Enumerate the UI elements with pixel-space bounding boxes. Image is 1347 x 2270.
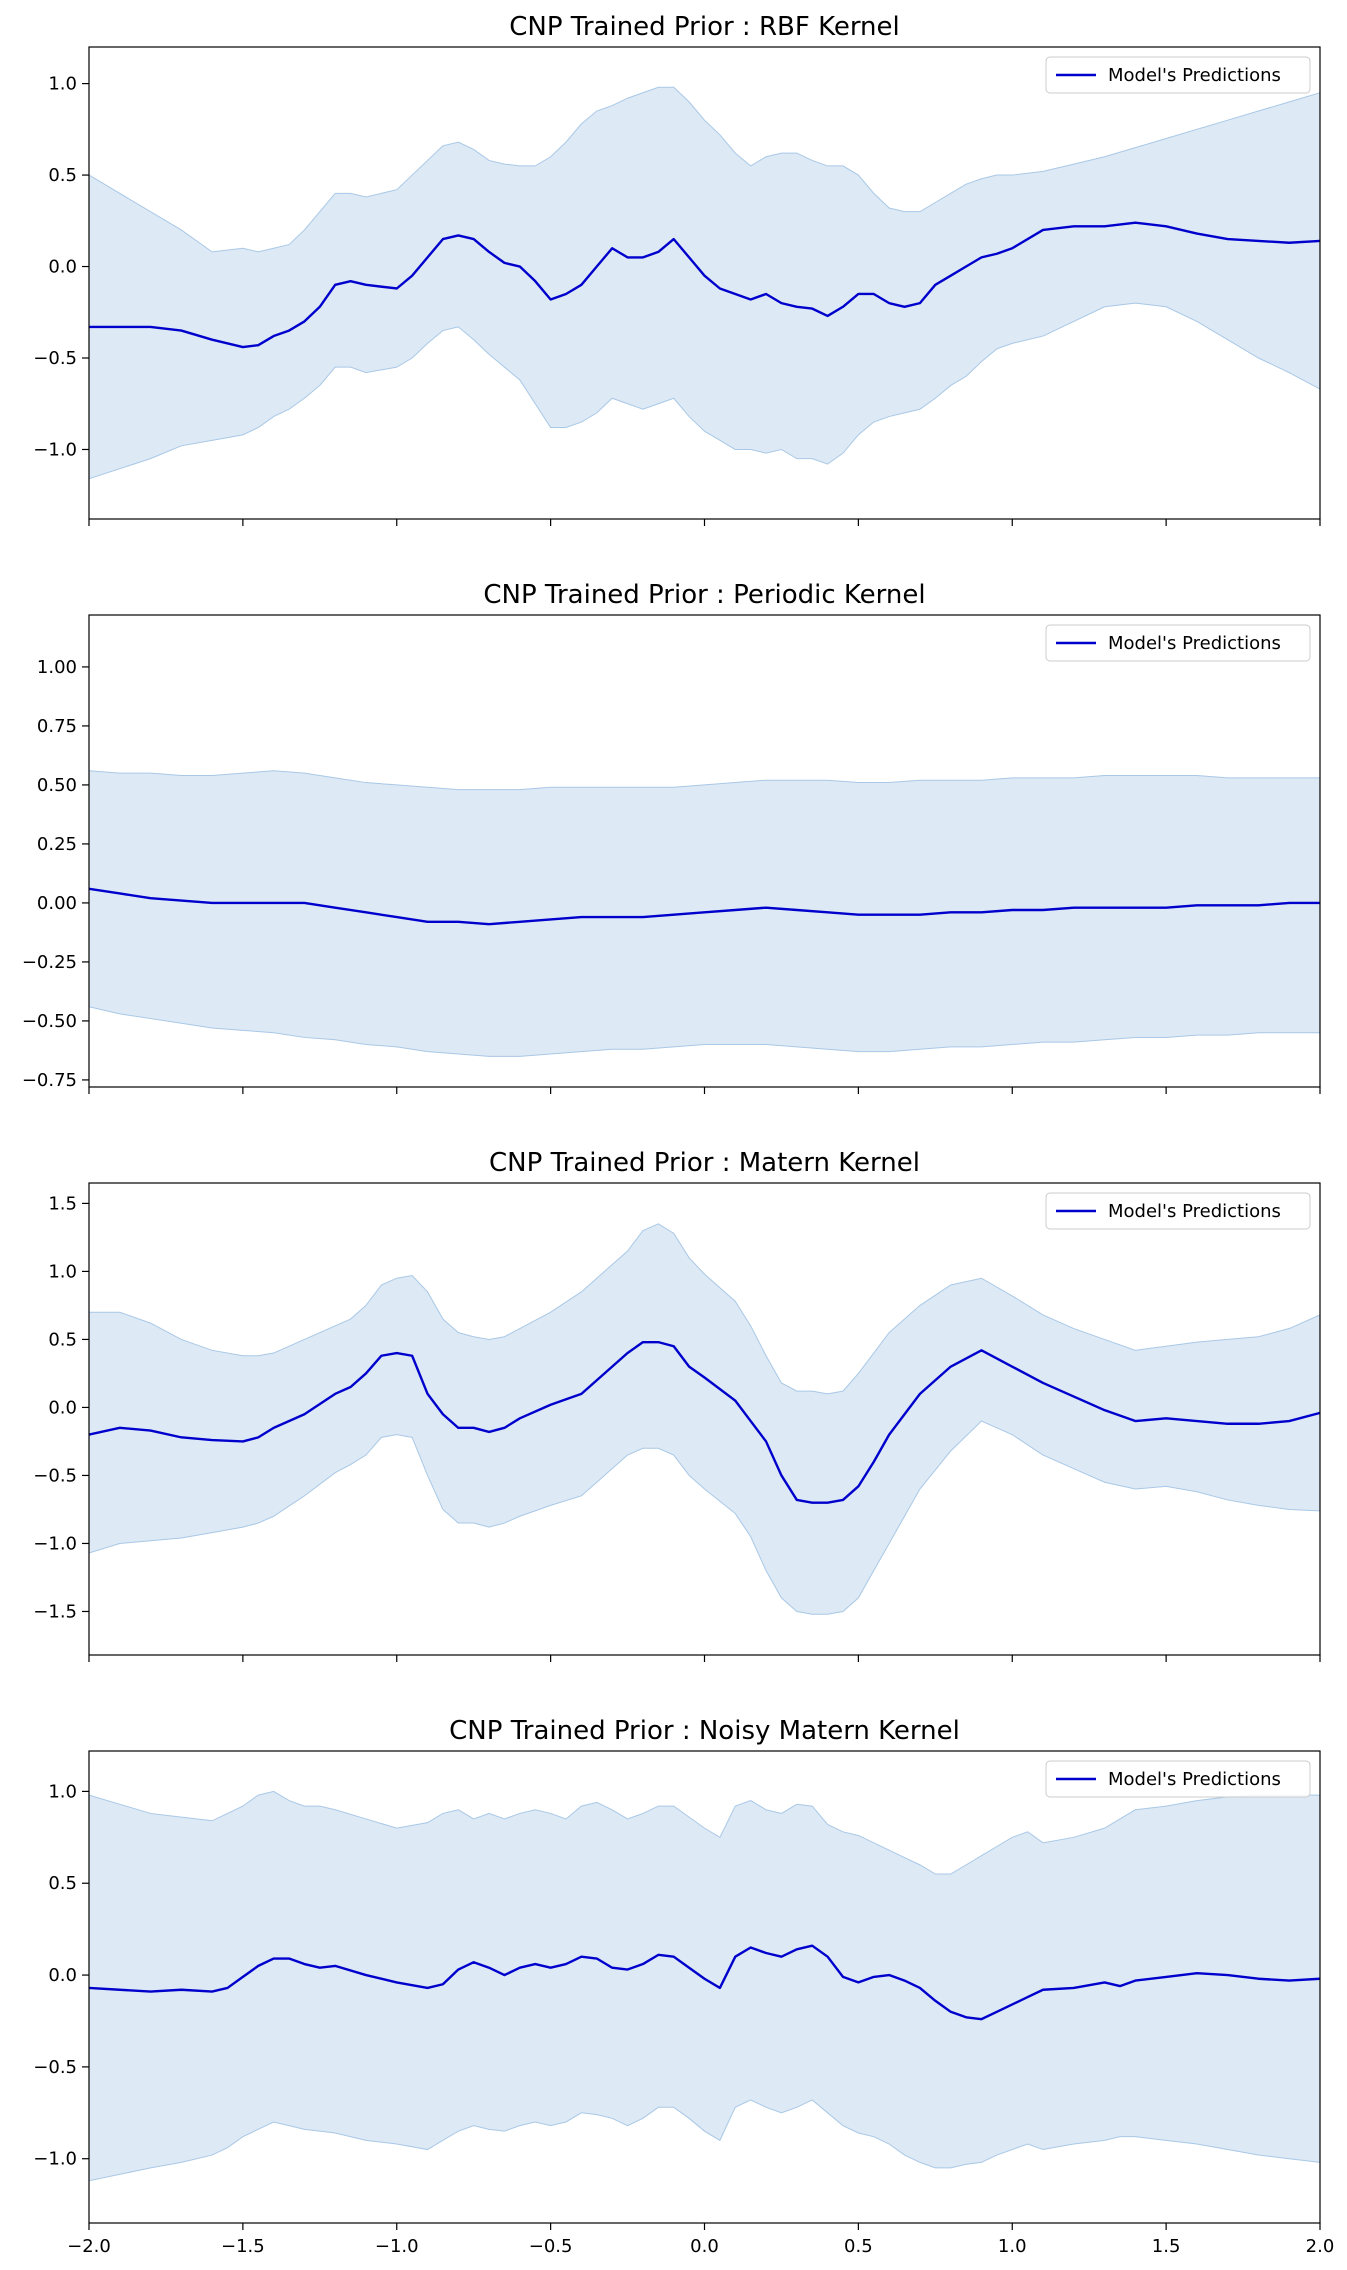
y-tick-label: −0.25	[22, 952, 77, 973]
x-tick-label: 0.0	[690, 2236, 719, 2257]
y-tick-label: −0.75	[22, 1070, 77, 1091]
chart-title: CNP Trained Prior : RBF Kernel	[509, 12, 900, 42]
y-tick-label: 1.0	[48, 74, 77, 95]
y-tick-label: 0.0	[48, 1397, 77, 1418]
y-tick-label: −1.0	[33, 1533, 77, 1554]
y-tick-label: −0.50	[22, 1011, 77, 1032]
plot-area	[89, 1223, 1320, 1615]
x-tick-label: 2.0	[1306, 2236, 1335, 2257]
series-line-predictions	[89, 1944, 1320, 2021]
y-tick-label: 0.0	[48, 1965, 77, 1986]
chart-panel-3: CNP Trained Prior : Matern Kernel 1.5 1.0 0…	[33, 1148, 1321, 1662]
y-tick-label: 0.5	[48, 1329, 77, 1350]
x-tick-label: 0.5	[844, 2236, 873, 2257]
y-tick-label: 0.0	[48, 257, 77, 278]
y-tick-label: 1.0	[48, 1781, 77, 1802]
chart-panel-1: CNP Trained Prior : RBF Kernel 1.0 0.5 0.0 −…	[33, 12, 1321, 526]
chart-panel-4: CNP Trained Prior : Noisy Matern Kernel 1…	[33, 1716, 1334, 2257]
y-tick-label: 1.5	[48, 1193, 77, 1214]
x-tick-label: 1.5	[1152, 2236, 1181, 2257]
y-tick-label: 1.0	[48, 1261, 77, 1282]
series-line-predictions	[89, 1340, 1320, 1504]
chart-title: CNP Trained Prior : Matern Kernel	[489, 1148, 920, 1178]
uncertainty-band	[89, 1223, 1320, 1615]
chart-panel-2: CNP Trained Prior : Periodic Kernel 1.00 0…	[22, 580, 1321, 1094]
y-tick-label: −0.5	[33, 1465, 77, 1486]
series-line-predictions	[89, 887, 1320, 926]
legend-box	[1045, 624, 1311, 662]
legend: Model's Predictions	[1045, 624, 1311, 662]
y-tick-label: 0.5	[48, 1873, 77, 1894]
y-tick-label: 1.00	[37, 657, 77, 678]
y-tick-label: 0.5	[48, 165, 77, 186]
chart-title: CNP Trained Prior : Periodic Kernel	[483, 580, 925, 610]
series-line-predictions	[89, 221, 1320, 349]
plot-area	[89, 86, 1320, 480]
plot-area	[89, 1790, 1320, 2182]
y-tick-label: −0.5	[33, 2057, 77, 2078]
legend-box	[1045, 56, 1311, 94]
x-tick-label: 1.0	[998, 2236, 1027, 2257]
x-tick-label: −1.5	[221, 2236, 265, 2257]
legend-box	[1045, 1760, 1311, 1798]
x-tick-label: −2.0	[67, 2236, 111, 2257]
legend: Model's Predictions	[1045, 1192, 1311, 1230]
y-tick-label: −1.5	[33, 1601, 77, 1622]
plot-area	[89, 770, 1320, 1057]
legend: Model's Predictions	[1045, 56, 1311, 94]
x-tick-label: −1.0	[375, 2236, 419, 2257]
legend: Model's Predictions	[1045, 1760, 1311, 1798]
legend-entry: Model's Predictions	[1108, 65, 1281, 86]
uncertainty-band	[89, 1790, 1320, 2182]
legend-entry: Model's Predictions	[1108, 1201, 1281, 1222]
y-tick-label: 0.00	[37, 893, 77, 914]
y-tick-label: 0.75	[37, 716, 77, 737]
legend-entry: Model's Predictions	[1108, 633, 1281, 654]
legend-entry: Model's Predictions	[1108, 1769, 1281, 1790]
y-tick-label: −0.5	[33, 348, 77, 369]
y-tick-label: −1.0	[33, 2149, 77, 2170]
legend-box	[1045, 1192, 1311, 1230]
uncertainty-band	[89, 86, 1320, 480]
x-tick-label: −0.5	[529, 2236, 573, 2257]
chart-title: CNP Trained Prior : Noisy Matern Kernel	[449, 1716, 960, 1746]
y-tick-label: −1.0	[33, 439, 77, 460]
y-tick-label: 0.25	[37, 834, 77, 855]
y-tick-label: 0.50	[37, 775, 77, 796]
